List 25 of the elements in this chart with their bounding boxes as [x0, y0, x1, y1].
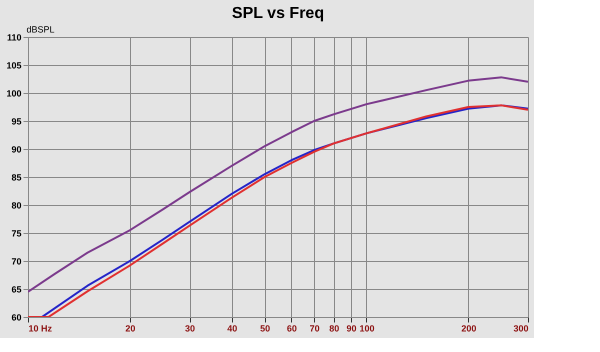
x-tick-label: 10 Hz — [28, 324, 53, 334]
x-tick-label: 100 — [359, 324, 375, 334]
chart-title: SPL vs Freq — [232, 5, 324, 22]
y-tick-label: 85 — [11, 172, 22, 182]
x-tick-label: 20 — [125, 324, 136, 334]
y-tick-label: 100 — [6, 88, 22, 98]
y-tick-label: 65 — [11, 284, 22, 294]
y-tick-label: 70 — [11, 256, 22, 266]
x-tick-label: 70 — [310, 324, 320, 334]
y-tick-label: 110 — [6, 32, 22, 42]
x-tick-label: 200 — [461, 324, 476, 334]
x-tick-label: 300 — [513, 324, 528, 334]
y-tick-label: 95 — [11, 116, 22, 126]
y-tick-label: 90 — [11, 144, 22, 154]
x-tick-label: 80 — [329, 324, 340, 334]
y-tick-label: 60 — [11, 312, 22, 322]
x-tick-label: 60 — [286, 324, 297, 334]
y-tick-label: 75 — [11, 228, 22, 238]
x-tick-label: 90 — [346, 324, 357, 334]
y-tick-label: 105 — [6, 60, 22, 70]
x-tick-label: 50 — [260, 324, 270, 334]
y-tick-label: 80 — [11, 200, 22, 210]
x-tick-label: 40 — [227, 324, 238, 334]
x-tick-label: 30 — [184, 324, 196, 334]
y-axis-title: dBSPL — [26, 24, 55, 34]
